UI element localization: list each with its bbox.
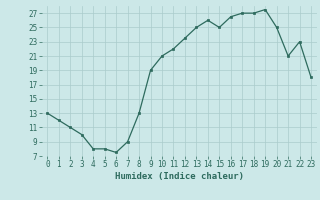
X-axis label: Humidex (Indice chaleur): Humidex (Indice chaleur) [115, 172, 244, 181]
